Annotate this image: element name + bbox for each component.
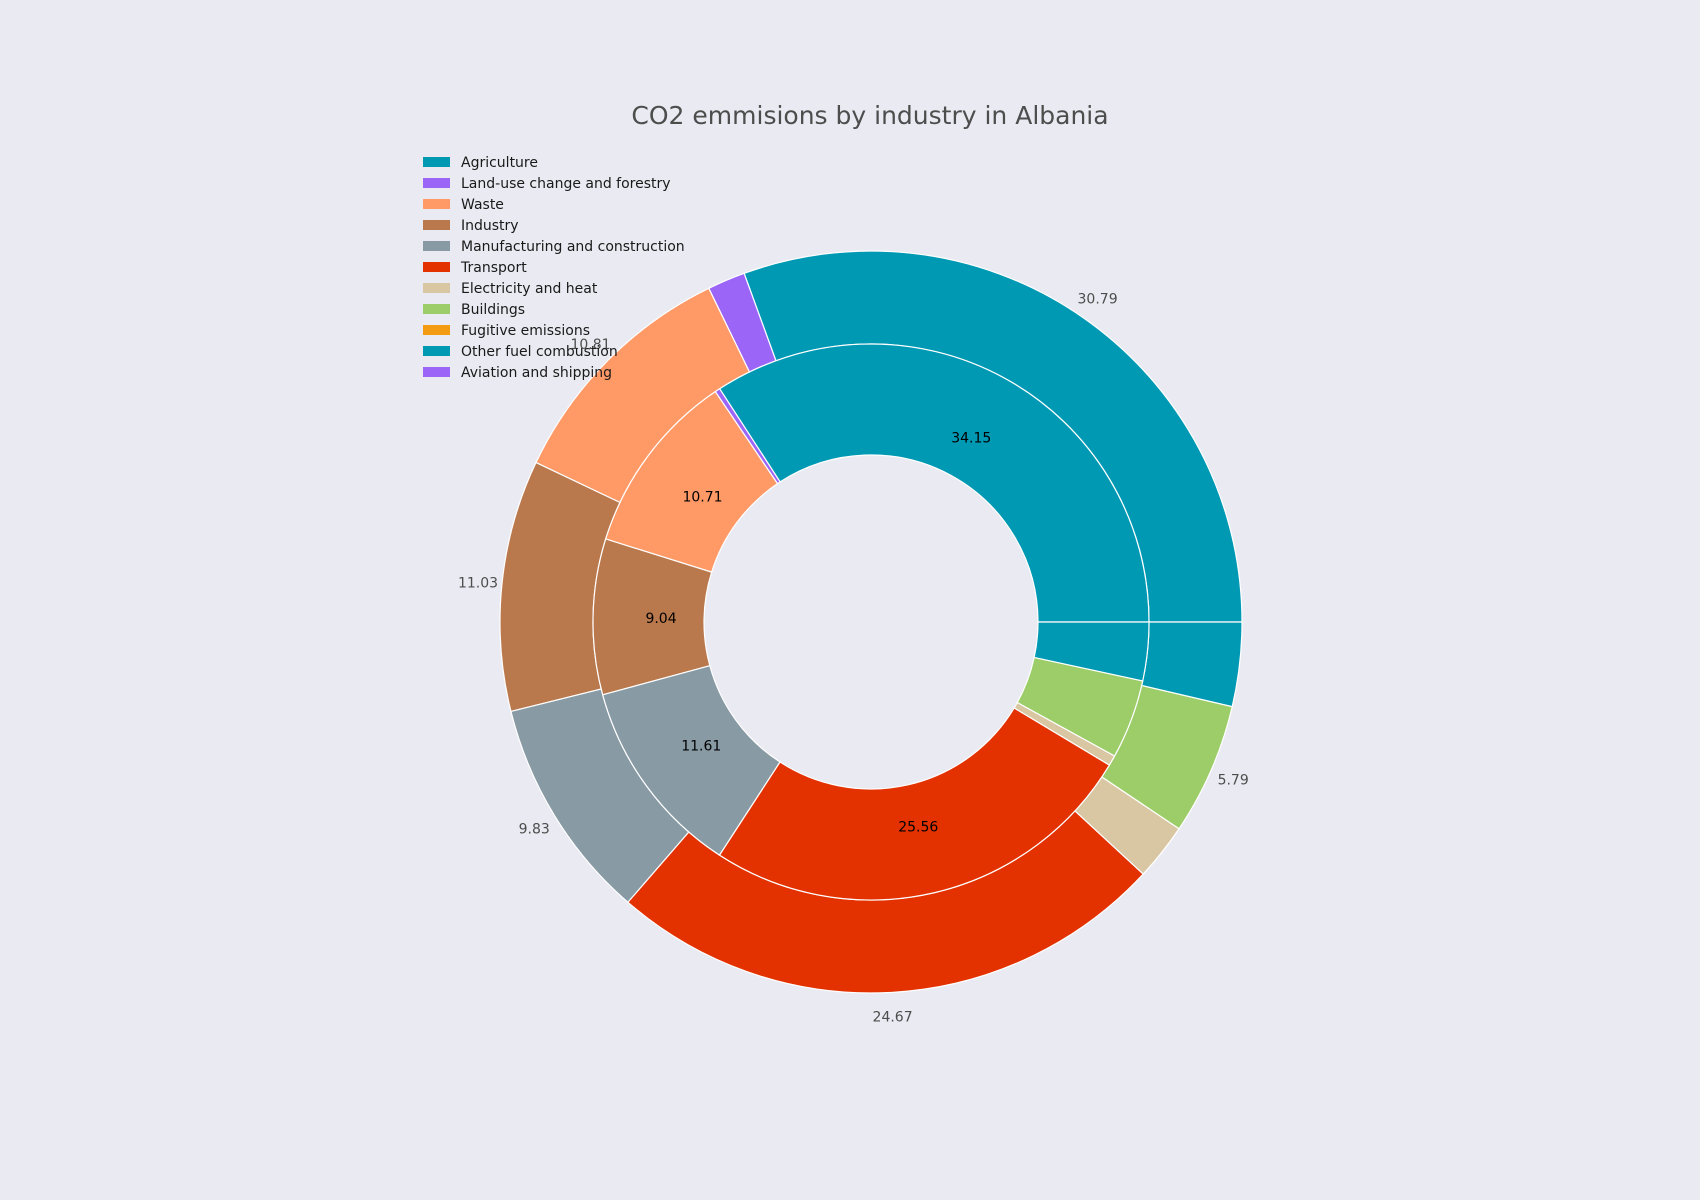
legend-label: Fugitive emissions	[461, 323, 590, 339]
inner-label-agriculture: 34.15	[951, 430, 991, 446]
legend-item-industry: Industry	[423, 218, 519, 234]
legend-swatch	[423, 346, 450, 356]
outer-label-waste: 10.81	[570, 337, 610, 353]
legend-item-fugitive-emissions: Fugitive emissions	[423, 323, 590, 339]
legend-swatch	[423, 325, 450, 335]
legend-swatch	[423, 241, 450, 251]
legend-label: Aviation and shipping	[461, 365, 612, 381]
legend-label: Industry	[461, 218, 519, 234]
legend-item-waste: Waste	[423, 197, 504, 213]
legend-swatch	[423, 304, 450, 314]
inner-slice-transport	[718, 707, 1111, 901]
legend-swatch	[423, 157, 450, 167]
legend-swatch	[423, 178, 450, 188]
legend-item-land-use-change-and-forestry: Land-use change and forestry	[423, 176, 671, 192]
inner-slice-agriculture	[718, 343, 1150, 623]
legend-swatch	[423, 262, 450, 272]
legend-label: Waste	[461, 197, 504, 213]
legend-swatch	[423, 220, 450, 230]
legend-item-buildings: Buildings	[423, 302, 525, 318]
outer-label-manufacturing-and-construction: 9.83	[519, 821, 550, 837]
legend-label: Buildings	[461, 302, 525, 318]
legend-label: Electricity and heat	[461, 281, 598, 297]
legend-swatch	[423, 199, 450, 209]
inner-slice-other-fuel-combustion	[1033, 621, 1150, 682]
legend-label: Agriculture	[461, 155, 538, 171]
legend-label: Other fuel combustion	[461, 344, 618, 360]
legend-item-manufacturing-and-construction: Manufacturing and construction	[423, 239, 685, 255]
inner-label-manufacturing-and-construction: 11.61	[681, 739, 721, 755]
legend-swatch	[423, 367, 450, 377]
outer-label-industry: 11.03	[458, 575, 498, 591]
legend-item-transport: Transport	[423, 260, 527, 276]
inner-label-industry: 9.04	[645, 611, 676, 627]
outer-label-buildings: 5.79	[1218, 773, 1249, 789]
outer-label-agriculture: 30.79	[1078, 291, 1118, 307]
inner-label-transport: 25.56	[898, 820, 938, 836]
inner-label-waste: 10.71	[682, 490, 722, 506]
chart-title: CO2 emmisions by industry in Albania	[631, 101, 1108, 130]
inner-ring	[592, 343, 1150, 901]
legend-label: Transport	[460, 260, 527, 276]
legend-swatch	[423, 283, 450, 293]
legend-label: Manufacturing and construction	[461, 239, 685, 255]
slice-labels: 30.79 10.81 11.03 9.83 24.67 5.79 34.15 10.71 9.…	[458, 291, 1249, 1025]
legend-item-electricity-and-heat: Electricity and heat	[423, 281, 598, 297]
legend-item-agriculture: Agriculture	[423, 155, 538, 171]
outer-label-transport: 24.67	[873, 1009, 913, 1025]
legend-item-aviation-and-shipping: Aviation and shipping	[423, 365, 612, 381]
legend: Agriculture Land-use change and forestry W…	[423, 155, 685, 381]
legend-item-other-fuel-combustion: Other fuel combustion	[423, 344, 618, 360]
legend-label: Land-use change and forestry	[461, 176, 671, 192]
